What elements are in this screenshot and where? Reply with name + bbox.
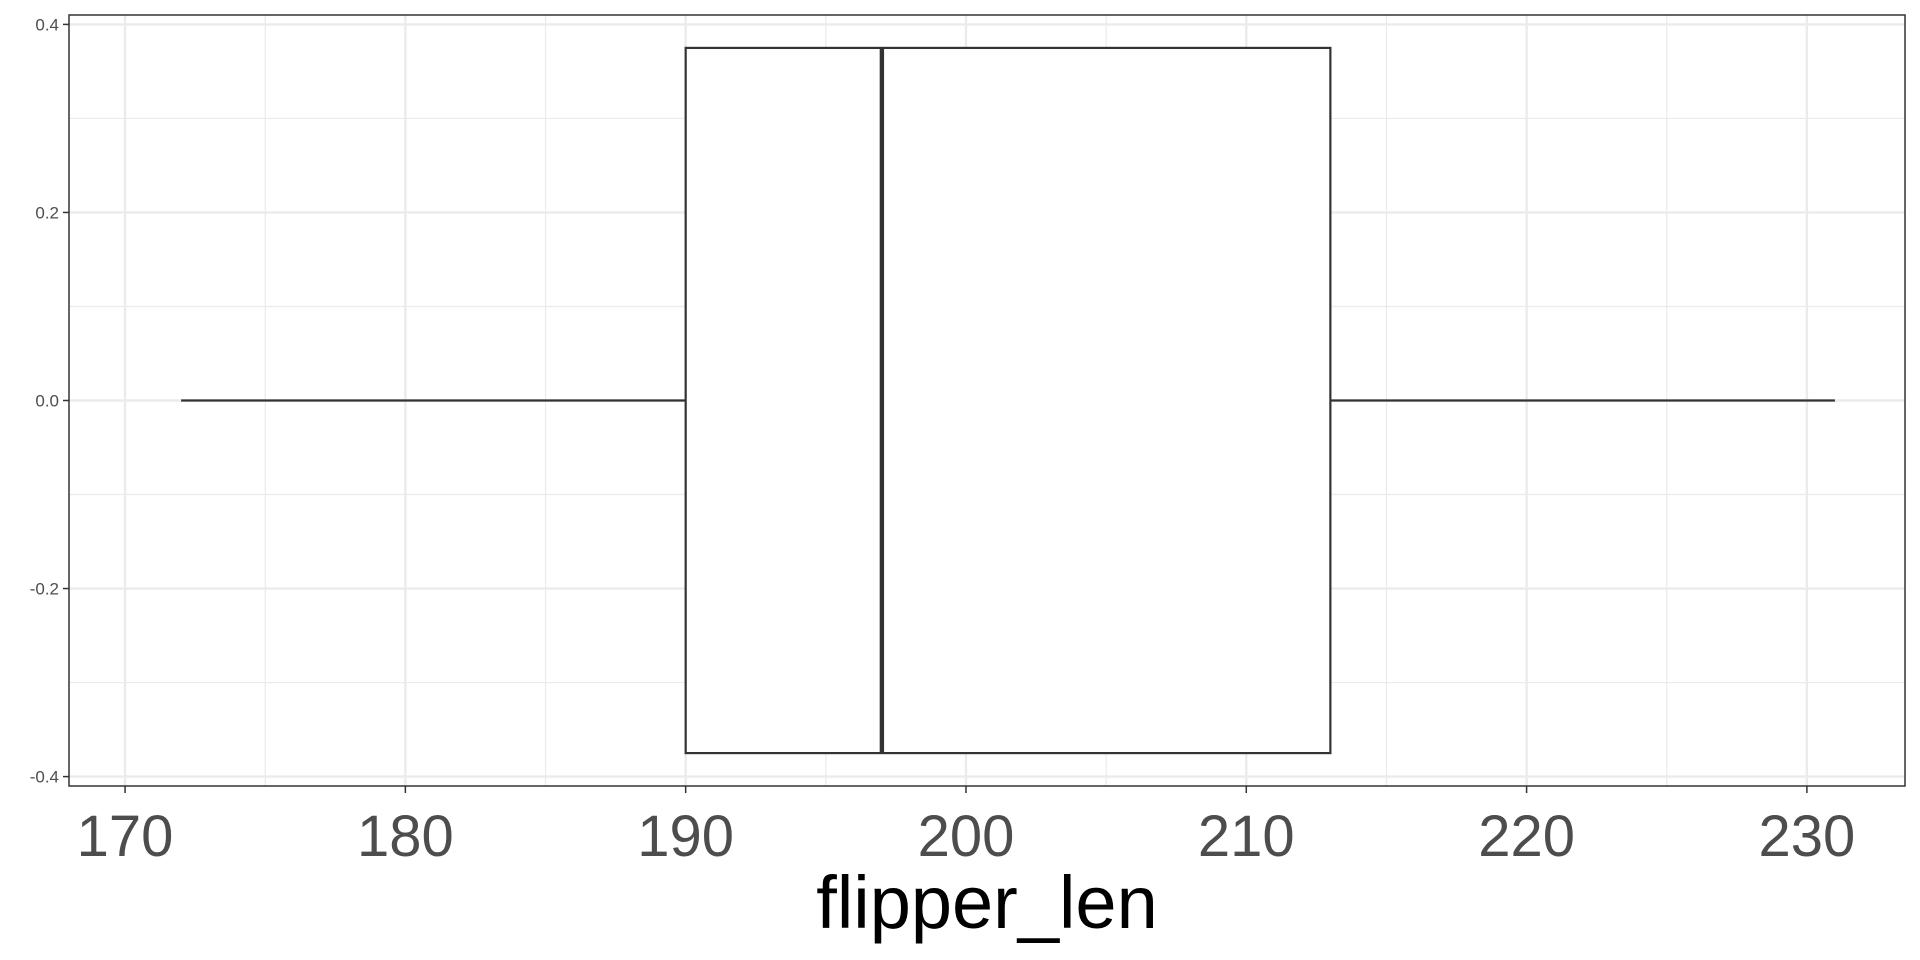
x-axis: 170 180 190 200 210 220 230 <box>77 786 1856 869</box>
y-tick-label: 0.4 <box>35 15 59 34</box>
x-axis-title: flipper_len <box>816 861 1157 944</box>
x-tick-label: 230 <box>1759 804 1856 869</box>
x-tick-label: 200 <box>918 804 1015 869</box>
x-tick-label: 170 <box>77 804 174 869</box>
x-tick-label: 190 <box>637 804 734 869</box>
y-tick-label: -0.2 <box>30 580 59 599</box>
y-tick-label: 0.2 <box>35 203 59 222</box>
box-iqr <box>684 46 1332 755</box>
box-marks <box>181 46 1835 755</box>
y-axis: -0.4 -0.2 0.0 0.2 0.4 <box>30 15 69 787</box>
y-tick-label: -0.4 <box>30 768 59 787</box>
y-tick-label: 0.0 <box>35 392 59 411</box>
x-tick-label: 210 <box>1198 804 1295 869</box>
x-tick-label: 220 <box>1478 804 1575 869</box>
x-tick-label: 180 <box>357 804 454 869</box>
